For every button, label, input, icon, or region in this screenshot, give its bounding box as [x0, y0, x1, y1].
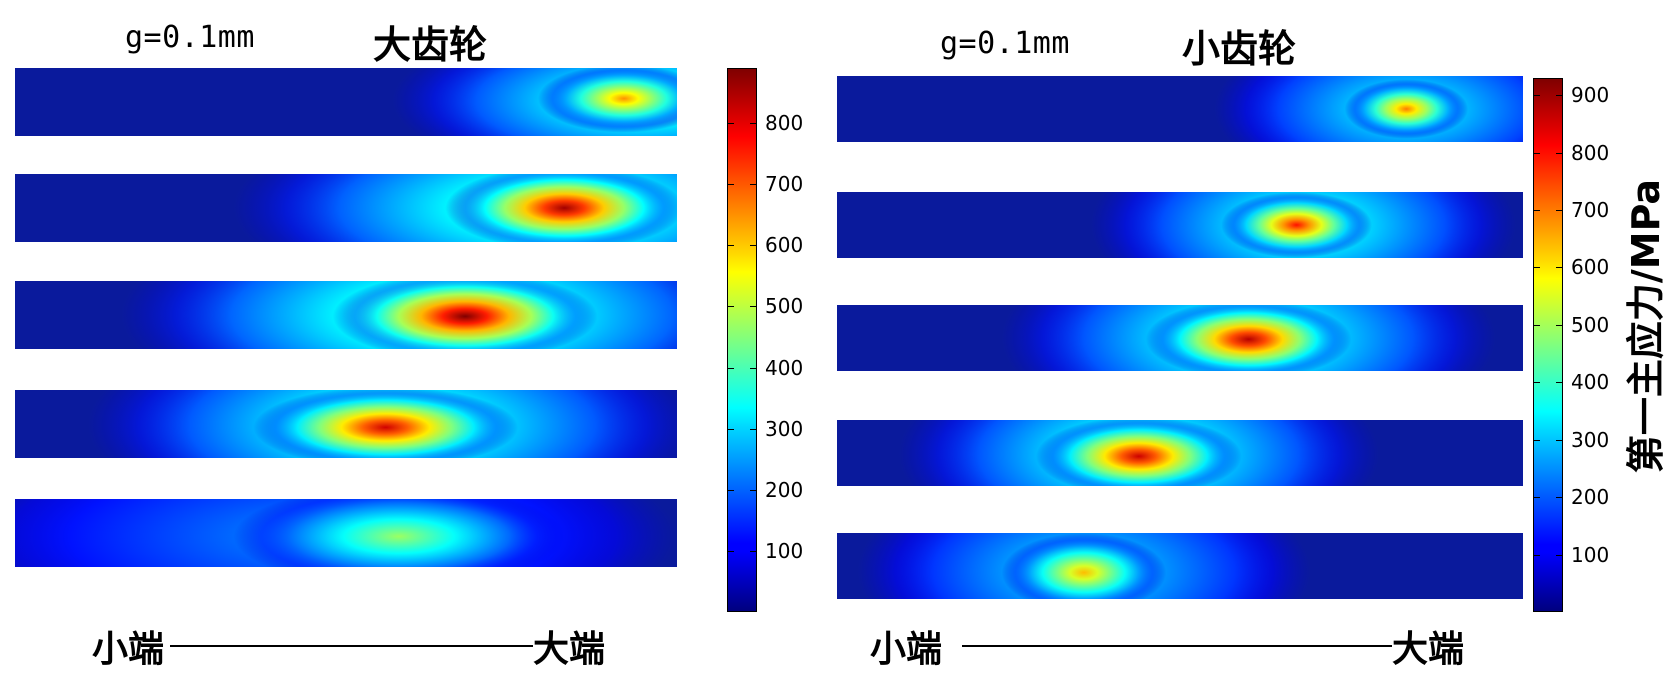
- colorbar-tick: [1556, 439, 1563, 441]
- colorbar-tick: [1556, 152, 1563, 154]
- colorbar: [1533, 78, 1563, 612]
- title-row: g=0.1mm 小齿轮: [0, 14, 1677, 71]
- colorbar-tick: [727, 428, 734, 430]
- heatmap-strip: [15, 68, 677, 136]
- heatmap-strip: [837, 76, 1523, 142]
- colorbar-tick: [1556, 382, 1563, 384]
- colorbar-tick: [727, 489, 734, 491]
- colorbar-tick: [1533, 267, 1540, 269]
- stress-hotspot: [538, 68, 677, 133]
- colorbar-tick: [727, 550, 734, 552]
- colorbar-tick-label: 700: [765, 172, 804, 197]
- colorbar-tick: [1533, 324, 1540, 326]
- title-row: g=0.1mm 大齿轮: [0, 14, 760, 67]
- colorbar-tick-label: 300: [1571, 427, 1610, 452]
- colorbar-tick-label: 200: [765, 477, 804, 502]
- heatmap-strip: [15, 174, 677, 242]
- colorbar-tick-label: 100: [765, 538, 804, 563]
- axis-label-small-end: 小端: [92, 629, 165, 670]
- gear-title: 大齿轮: [373, 23, 488, 67]
- colorbar-tick: [750, 123, 757, 124]
- colorbar-tick-label: 800: [765, 111, 804, 135]
- colorbar-tick: [750, 428, 757, 430]
- stress-hotspot: [332, 281, 598, 349]
- colorbar-tick-label: 500: [765, 294, 804, 319]
- gap-label: g=0.1mm: [125, 20, 255, 55]
- stress-hotspot: [1344, 79, 1469, 139]
- colorbar-tick: [1533, 152, 1540, 154]
- gear-panel-large: g=0.1mm 大齿轮 小端 大端 100 200 300 400 500 600 700 8…: [0, 0, 803, 675]
- stress-hotspot: [445, 174, 677, 242]
- colorbar-tick: [727, 245, 734, 247]
- length-axis: 小端 大端: [0, 620, 760, 670]
- colorbar-tick-label: 600: [1571, 255, 1610, 280]
- colorbar-tick-label: 100: [1571, 542, 1610, 567]
- colorbar-title: 第一主应力/MPa: [1624, 178, 1668, 474]
- colorbar-tick-label: 700: [1571, 198, 1610, 223]
- colorbar-tick: [1556, 267, 1563, 269]
- stress-hotspot: [1035, 420, 1242, 486]
- colorbar: [727, 68, 757, 612]
- colorbar-tick: [1533, 95, 1540, 97]
- stress-hotspot: [233, 499, 565, 567]
- colorbar-tick-label: 300: [765, 416, 804, 441]
- colorbar-tick-label: 500: [1571, 312, 1610, 337]
- heatmap-strip: [837, 192, 1523, 258]
- gear-title: 小齿轮: [1182, 27, 1297, 71]
- heatmap-strip: [15, 390, 677, 458]
- colorbar-tick: [727, 367, 734, 369]
- stress-hotspot: [1001, 533, 1167, 599]
- colorbar-tick: [750, 184, 757, 186]
- colorbar-tick: [1556, 497, 1563, 499]
- stress-hotspot: [1221, 192, 1373, 258]
- colorbar-tick: [727, 184, 734, 186]
- colorbar-tick-label: 400: [765, 355, 804, 380]
- colorbar-tick: [1533, 439, 1540, 441]
- colorbar-tick-label: 400: [1571, 370, 1610, 395]
- length-axis: 小端 大端: [0, 620, 1677, 670]
- heatmap-strip: [15, 281, 677, 349]
- colorbar-tick: [1556, 95, 1563, 97]
- axis-label-large-end: 大端: [533, 629, 606, 670]
- colorbar-tick-label: 800: [1571, 140, 1610, 165]
- stress-hotspot: [1145, 305, 1352, 371]
- colorbar-tick: [1556, 210, 1563, 212]
- axis-line: [170, 645, 533, 647]
- axis-label-large-end: 大端: [1392, 629, 1465, 670]
- colorbar-tick: [750, 550, 757, 552]
- colorbar-tick: [1533, 210, 1540, 212]
- colorbar-tick: [727, 306, 734, 308]
- colorbar-tick-label: 200: [1571, 485, 1610, 510]
- colorbar-tick: [750, 245, 757, 247]
- colorbar-tick: [1556, 324, 1563, 326]
- colorbar-tick-label: 600: [765, 233, 804, 258]
- colorbar-tick: [1533, 497, 1540, 499]
- heatmap-strip: [15, 499, 677, 567]
- colorbar-tick: [750, 367, 757, 369]
- axis-label-small-end: 小端: [870, 629, 943, 670]
- axis-line: [962, 645, 1392, 647]
- gap-label: g=0.1mm: [940, 26, 1070, 61]
- heatmap-strip: [837, 305, 1523, 371]
- heatmap-strip: [837, 533, 1523, 599]
- colorbar-tick: [1533, 554, 1540, 556]
- colorbar-tick: [750, 306, 757, 308]
- colorbar-tick-label: 900: [1571, 83, 1610, 108]
- stress-hotspot: [253, 390, 519, 458]
- colorbar-tick: [1556, 554, 1563, 556]
- colorbar-tick: [1533, 382, 1540, 384]
- colorbar-tick: [750, 489, 757, 491]
- colorbar-tick: [727, 123, 734, 124]
- heatmap-strip: [837, 420, 1523, 486]
